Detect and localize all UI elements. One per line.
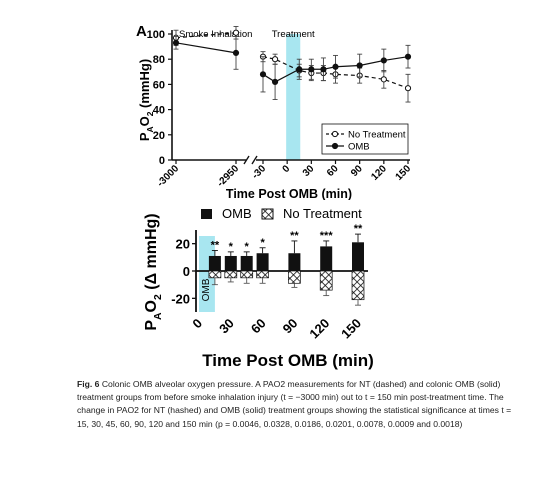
legend-a-label: No Treatment bbox=[348, 130, 406, 141]
legend-b-omb-label: OMB bbox=[222, 206, 252, 221]
data-point-no-treatment bbox=[404, 85, 412, 92]
y-axis-title-b-part: A bbox=[153, 312, 164, 320]
omb-region bbox=[199, 236, 215, 312]
x-axis-title-b: Time Post OMB (min) bbox=[202, 351, 374, 370]
data-point-omb bbox=[172, 39, 180, 46]
x-tick-label-a: -30 bbox=[250, 163, 268, 181]
y-axis-title-b: PAO2 (Δ mmHg) bbox=[143, 213, 164, 330]
legend-b-nt-label: No Treatment bbox=[283, 206, 362, 221]
bar-omb bbox=[256, 253, 269, 271]
data-point-omb bbox=[308, 66, 315, 73]
x-tick-label-a: 120 bbox=[369, 163, 389, 183]
legend-a-label: OMB bbox=[348, 142, 370, 153]
x-tick-label-a: -2950 bbox=[215, 163, 241, 189]
legend-a-box bbox=[321, 123, 409, 155]
legend-a-marker bbox=[331, 142, 339, 150]
y-tick-label-a: 80 bbox=[153, 54, 165, 66]
data-point-omb bbox=[380, 57, 387, 64]
y-axis-title-a-part: P bbox=[137, 132, 152, 141]
y-tick-label-a: 40 bbox=[153, 105, 165, 117]
legend-b-omb-swatch bbox=[201, 209, 212, 219]
bar-omb bbox=[352, 242, 364, 271]
y-axis-title-b-part: O bbox=[143, 300, 160, 312]
omb-region-label: OMB bbox=[201, 278, 212, 301]
y-axis-title-a-part: O bbox=[137, 116, 152, 126]
significance-marker: * bbox=[229, 241, 234, 253]
y-tick-label-a: 60 bbox=[153, 79, 165, 91]
data-point-omb bbox=[296, 66, 303, 73]
data-point-omb bbox=[271, 78, 279, 85]
significance-marker: ** bbox=[290, 230, 299, 242]
bar-omb bbox=[320, 246, 333, 271]
bar-no-treatment bbox=[224, 270, 238, 279]
panel-a-label: A bbox=[136, 23, 147, 40]
x-axis-title-a: Time Post OMB (min) bbox=[226, 187, 352, 200]
x-tick-label-a: 30 bbox=[301, 163, 317, 179]
bar-omb bbox=[288, 253, 301, 271]
x-tick-label-b: 90 bbox=[280, 316, 301, 337]
legend-a-marker bbox=[331, 130, 339, 138]
bar-no-treatment bbox=[319, 270, 333, 291]
bar-no-treatment bbox=[288, 270, 301, 284]
y-axis-title-a-part: 2 bbox=[145, 111, 155, 116]
bar-no-treatment bbox=[351, 270, 365, 301]
smoke-inhalation-label: Smoke Inhalation bbox=[179, 29, 252, 40]
y-axis-title-b-part: P bbox=[143, 320, 160, 331]
significance-marker: * bbox=[260, 237, 265, 249]
significance-marker: ** bbox=[211, 240, 220, 252]
significance-marker: * bbox=[245, 241, 250, 253]
data-point-omb bbox=[404, 53, 412, 60]
x-tick-label-b: 30 bbox=[216, 316, 237, 337]
bar-omb bbox=[240, 255, 253, 271]
significance-marker: ** bbox=[354, 223, 363, 235]
data-point-omb bbox=[232, 49, 240, 57]
y-tick-label-a: 100 bbox=[147, 29, 165, 41]
x-tick-label-a: 60 bbox=[325, 163, 341, 179]
figure-caption: Fig. 6 Colonic OMB alveolar oxygen press… bbox=[77, 378, 517, 431]
data-point-omb bbox=[259, 71, 267, 78]
treatment-band bbox=[286, 34, 301, 160]
x-tick-label-a: 0 bbox=[281, 163, 293, 175]
significance-marker: *** bbox=[320, 230, 334, 242]
data-point-omb bbox=[320, 66, 327, 73]
y-axis-title-a: PAO2 (mmHg) bbox=[137, 59, 155, 141]
y-axis-title-a-part: A bbox=[145, 126, 155, 132]
data-point-omb bbox=[356, 62, 363, 69]
data-point-no-treatment bbox=[271, 56, 279, 63]
bar-no-treatment bbox=[240, 270, 254, 279]
y-axis-title-b-part: 2 bbox=[153, 294, 164, 300]
y-axis-title-b-part: (Δ mmHg) bbox=[143, 213, 160, 294]
data-point-omb bbox=[332, 63, 339, 70]
legend-b-nt-swatch bbox=[261, 208, 274, 220]
y-tick-label-a: 0 bbox=[159, 155, 165, 167]
axis-break-2 bbox=[251, 155, 258, 165]
y-tick-label-b: 0 bbox=[183, 264, 190, 279]
caption-text: Colonic OMB alveolar oxygen pressure. A … bbox=[77, 379, 512, 429]
x-tick-label-b: 0 bbox=[189, 316, 205, 332]
x-tick-label-b: 150 bbox=[338, 316, 364, 342]
y-tick-label-a: 20 bbox=[153, 130, 165, 142]
x-tick-label-a: 150 bbox=[394, 163, 414, 183]
x-tick-label-b: 120 bbox=[306, 316, 332, 342]
treatment-label: Treatment bbox=[272, 29, 315, 40]
series-line-omb bbox=[175, 42, 237, 54]
series-line-no-treatment bbox=[175, 32, 237, 39]
x-tick-label-b: 60 bbox=[248, 316, 269, 337]
bar-omb bbox=[224, 255, 237, 271]
y-axis-title-a-part: (mmHg) bbox=[137, 59, 152, 112]
x-tick-label-a: 90 bbox=[349, 163, 365, 179]
axis-break-1 bbox=[243, 155, 250, 165]
bar-no-treatment bbox=[208, 270, 222, 279]
data-point-no-treatment bbox=[232, 29, 240, 36]
caption-label: Fig. 6 bbox=[77, 379, 100, 389]
data-point-no-treatment bbox=[380, 76, 387, 83]
y-tick-label-b: -20 bbox=[171, 291, 190, 306]
bar-omb bbox=[208, 255, 221, 271]
bar-no-treatment bbox=[256, 270, 269, 279]
y-tick-label-b: 20 bbox=[176, 237, 190, 252]
